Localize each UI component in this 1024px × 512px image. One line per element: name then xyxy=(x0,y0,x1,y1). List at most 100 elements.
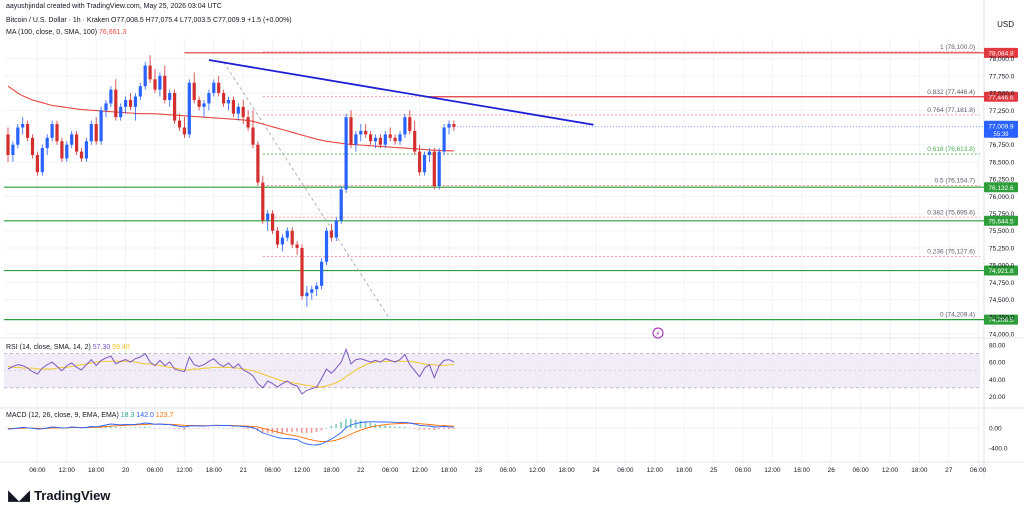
time-tick-label: 18:00 xyxy=(323,467,340,474)
time-tick-label: 20 xyxy=(122,467,130,474)
candle xyxy=(334,216,338,242)
candle-body xyxy=(173,93,177,121)
candle xyxy=(45,134,49,156)
candles xyxy=(6,55,456,307)
time-tick-label: 06:00 xyxy=(852,467,869,474)
candle xyxy=(285,227,289,242)
level-tag-label: 77,446.6 xyxy=(988,94,1014,101)
ma-legend-label: MA (100, close, 0, SMA, 100) xyxy=(6,29,98,36)
macd-hist-bar xyxy=(296,428,298,432)
macd-hist-bar xyxy=(217,427,220,429)
candle-body xyxy=(320,261,324,286)
candle-body xyxy=(271,213,275,231)
macd-hist-bar xyxy=(168,428,171,429)
time-tick-label: 12:00 xyxy=(529,467,546,474)
fib-level-label: 0.618 (76,613.8) xyxy=(927,146,975,153)
time-tick-label: 06:00 xyxy=(29,467,46,474)
time-tick-label: 06:00 xyxy=(617,467,634,474)
macd-hist-bar xyxy=(183,428,185,430)
candle xyxy=(99,106,103,145)
macd-hist-bar xyxy=(114,426,117,428)
candle xyxy=(246,110,250,131)
macd-hist-bar xyxy=(291,428,293,432)
price-tick-label: 76,500.0 xyxy=(989,159,1015,166)
candle-body xyxy=(182,127,186,135)
macd-hist-bar xyxy=(193,428,195,429)
candle-body xyxy=(398,134,402,142)
candle xyxy=(75,130,79,156)
rsi-legend-value2: 59.40 xyxy=(112,344,130,351)
candle-body xyxy=(6,134,10,156)
current-price-tag xyxy=(984,120,1018,138)
macd-hist-bar xyxy=(261,428,264,433)
swing-dashed-line xyxy=(223,61,391,320)
level-tag xyxy=(984,314,1018,325)
candle-body xyxy=(236,106,240,114)
candle xyxy=(403,113,407,138)
trendline-line xyxy=(208,59,594,126)
macd-hist-bar xyxy=(109,425,112,428)
candle xyxy=(226,96,231,111)
candle xyxy=(16,124,20,149)
price-tick-label: 78,000.0 xyxy=(989,56,1015,63)
candle-body xyxy=(339,189,343,221)
candle-body xyxy=(89,124,93,142)
candle xyxy=(143,62,147,90)
time-tick-label: 18:00 xyxy=(206,467,223,474)
candle-body xyxy=(30,137,35,156)
time-tick-label: 26 xyxy=(828,467,836,474)
time-tick-label: 12:00 xyxy=(764,467,781,474)
macd-hist-bar xyxy=(100,427,102,428)
time-tick-label: 06:00 xyxy=(735,467,752,474)
candle-body xyxy=(50,124,54,138)
candle xyxy=(153,68,157,94)
candle xyxy=(133,93,137,121)
candle-body xyxy=(266,213,270,221)
time-tick-label: 12:00 xyxy=(882,467,899,474)
tradingview-logo[interactable]: ◣◢ TradingView xyxy=(8,486,110,504)
candle-body xyxy=(437,151,441,186)
macd-hist-bar xyxy=(310,428,313,433)
currency-label: USD xyxy=(997,20,1014,29)
candle-body xyxy=(192,82,196,100)
candle-body xyxy=(418,151,422,173)
candle-body xyxy=(280,237,284,245)
candle-body xyxy=(138,86,142,97)
macd-hist-bar xyxy=(359,420,362,428)
price-tick-label: 75,500.0 xyxy=(989,228,1015,235)
price-tick-label: 76,000.0 xyxy=(989,194,1015,201)
candle xyxy=(359,124,363,142)
candle xyxy=(202,99,206,118)
macd-line xyxy=(7,421,454,446)
candle xyxy=(60,137,64,162)
candle xyxy=(94,117,98,145)
macd-hist-bar xyxy=(266,428,269,433)
grid xyxy=(0,0,1024,478)
candle xyxy=(251,110,255,149)
candle xyxy=(315,282,319,297)
candle-body xyxy=(148,65,152,80)
macd-hist-bar xyxy=(232,428,234,429)
fib-level-label: 1 (78,100.0) xyxy=(940,44,975,51)
macd-hist-bar xyxy=(281,428,283,433)
candle xyxy=(109,86,113,107)
candle xyxy=(432,148,436,190)
candle-body xyxy=(212,82,216,94)
candle xyxy=(447,120,451,135)
current-price-countdown: 55:39 xyxy=(993,132,1009,138)
candle xyxy=(290,227,294,248)
candle-body xyxy=(246,117,250,128)
candle xyxy=(437,148,441,190)
fib-level-label: 0.5 (76,154.7) xyxy=(935,178,975,185)
macd-hist-bar xyxy=(222,428,225,429)
macd-legend: MACD (12, 26, close, 9, EMA, EMA) 18.3 1… xyxy=(6,412,173,419)
candle-body xyxy=(432,151,436,186)
macd-legend-macd: 142.0 xyxy=(136,412,154,419)
horizontal-levels: 78,084.8 77,446.6 76,132.6 75,644.5 74,921.8… xyxy=(4,47,1018,325)
macd-hist-bar xyxy=(134,427,136,428)
macd-hist-bar xyxy=(247,428,249,429)
macd-hist-bar xyxy=(158,427,161,429)
time-tick-label: 06:00 xyxy=(382,467,399,474)
time-tick-label: 06:00 xyxy=(500,467,517,474)
